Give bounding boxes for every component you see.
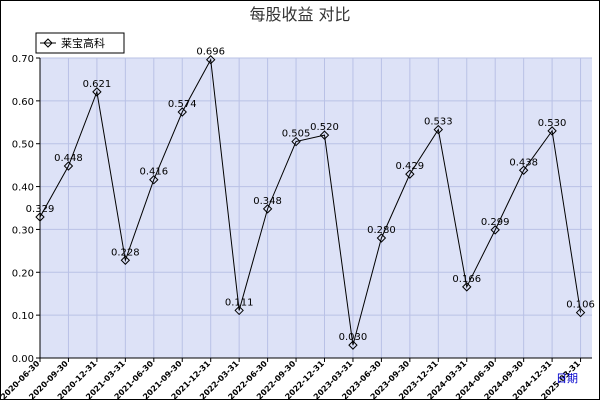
data-label: 0.166	[452, 274, 481, 285]
chart-title: 每股收益 对比	[249, 5, 350, 24]
data-point-marker	[92, 87, 102, 97]
data-label: 0.505	[282, 129, 311, 140]
data-label: 0.696	[196, 47, 225, 58]
data-label: 0.438	[509, 157, 538, 168]
data-point-marker	[405, 169, 415, 179]
legend-diamond-marker	[43, 38, 53, 48]
data-point-marker	[120, 255, 131, 265]
data-point-marker	[348, 340, 358, 350]
data-point-marker	[291, 136, 301, 147]
x-axis-label: 日期	[556, 372, 578, 385]
y-tick-label: 0.10	[12, 311, 34, 322]
data-point-marker	[462, 282, 472, 292]
plot-area	[40, 58, 592, 358]
data-label: 0.533	[424, 117, 453, 128]
y-tick-label: 0.40	[12, 183, 34, 194]
data-point-marker	[319, 130, 330, 140]
data-label: 0.429	[396, 161, 425, 172]
y-tick-label: 0.50	[12, 140, 34, 151]
data-label: 0.574	[168, 99, 197, 110]
data-point-marker	[490, 225, 500, 235]
data-point-marker	[433, 124, 444, 135]
data-point-marker	[547, 126, 557, 136]
y-tick-label: 0.70	[12, 54, 34, 65]
legend: 莱宝高科	[35, 32, 125, 54]
data-label: 0.106	[566, 300, 595, 311]
y-tick-label: 0.00	[12, 354, 34, 365]
legend-label: 莱宝高科	[61, 36, 105, 50]
data-point-marker	[149, 175, 159, 185]
data-point-marker	[376, 233, 387, 243]
data-label: 0.111	[225, 297, 254, 308]
data-label: 0.416	[139, 167, 168, 178]
data-label: 0.228	[111, 247, 140, 258]
data-label: 0.530	[538, 118, 567, 129]
data-point-marker	[205, 55, 216, 65]
series-line	[39, 58, 582, 346]
data-label: 0.280	[367, 225, 396, 236]
data-label: 0.520	[310, 122, 339, 133]
data-point-marker	[63, 161, 74, 171]
data-label: 0.448	[54, 153, 83, 164]
data-label: 0.329	[26, 204, 55, 215]
data-label: 0.621	[83, 79, 112, 90]
data-label: 0.348	[253, 196, 282, 207]
legend-box	[35, 32, 125, 54]
data-point-marker	[35, 212, 45, 222]
data-label: 0.299	[481, 217, 510, 228]
y-tick-label: 0.20	[12, 268, 34, 279]
data-label: 0.030	[339, 332, 368, 343]
y-tick-label: 0.30	[12, 225, 34, 236]
y-tick-label: 0.60	[12, 97, 34, 108]
data-point-marker	[234, 305, 244, 316]
data-point-marker	[262, 204, 273, 214]
data-point-marker	[518, 165, 529, 175]
data-point-marker	[575, 307, 586, 318]
data-point-marker	[177, 107, 187, 117]
